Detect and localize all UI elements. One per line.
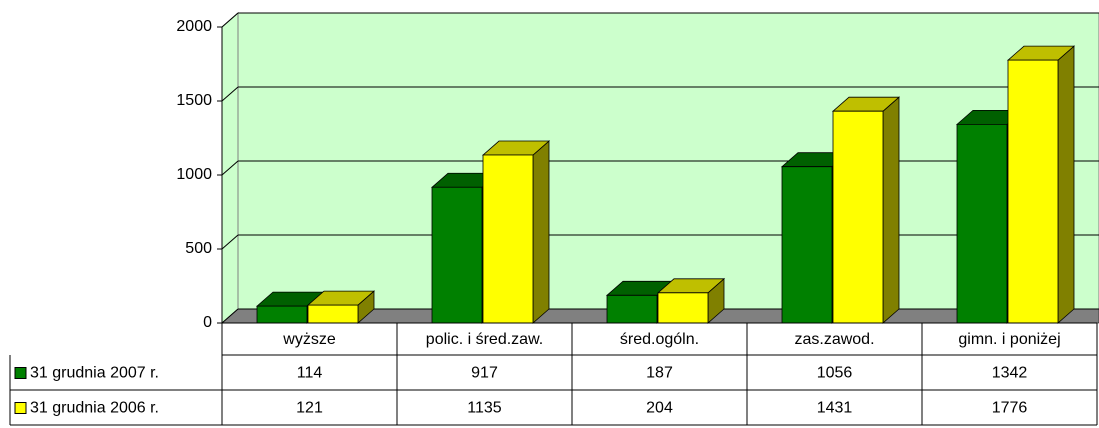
table-value: 204 bbox=[646, 400, 673, 417]
x-tick-label: zas.zawod. bbox=[794, 331, 874, 348]
bar-front bbox=[956, 123, 1008, 324]
legend-label: 31 grudnia 2007 r. bbox=[30, 365, 159, 382]
table-value: 917 bbox=[471, 365, 498, 382]
legend-swatch bbox=[14, 402, 27, 414]
y-tick-label: 500 bbox=[185, 240, 212, 257]
bar-front bbox=[1007, 59, 1059, 324]
x-tick-label: polic. i śred.zaw. bbox=[426, 331, 543, 348]
grid-line bbox=[221, 12, 239, 28]
legend-swatch bbox=[14, 367, 27, 379]
bar-front bbox=[657, 292, 709, 324]
table-value: 1056 bbox=[817, 365, 853, 382]
bar-front bbox=[781, 166, 833, 324]
y-tick-label: 1500 bbox=[176, 92, 212, 109]
bar-front bbox=[256, 305, 308, 324]
bar-front bbox=[832, 110, 884, 324]
table-value: 114 bbox=[297, 365, 323, 382]
x-tick-label: wyższe bbox=[282, 331, 336, 348]
grid-line bbox=[221, 234, 239, 250]
grid-line bbox=[221, 86, 239, 102]
bar bbox=[1006, 45, 1076, 324]
grid-line bbox=[221, 160, 239, 176]
y-tick-label: 1000 bbox=[176, 166, 212, 183]
legend-label: 31 grudnia 2006 r. bbox=[30, 400, 159, 417]
y-tick-label: 0 bbox=[203, 314, 212, 331]
grid-line bbox=[221, 308, 239, 324]
x-tick-label: śred.ogóln. bbox=[620, 331, 699, 348]
table-value: 1342 bbox=[992, 365, 1028, 382]
table-value: 1431 bbox=[817, 400, 853, 417]
table-value: 1776 bbox=[992, 400, 1028, 417]
table-value: 187 bbox=[646, 365, 673, 382]
table-value: 1135 bbox=[467, 400, 502, 417]
bar-side bbox=[532, 140, 550, 324]
bar-front bbox=[307, 304, 359, 324]
table-value: 121 bbox=[296, 400, 323, 417]
bar bbox=[656, 277, 726, 324]
bar-side bbox=[1057, 45, 1075, 324]
bar-front bbox=[482, 154, 534, 324]
bar bbox=[481, 140, 551, 324]
bar-front bbox=[431, 186, 483, 324]
bar-side bbox=[882, 96, 900, 324]
bar bbox=[306, 290, 376, 324]
bar bbox=[831, 96, 901, 324]
y-tick-label: 2000 bbox=[176, 18, 212, 35]
bar-front bbox=[606, 294, 658, 324]
x-tick-label: gimn. i poniżej bbox=[958, 331, 1060, 348]
